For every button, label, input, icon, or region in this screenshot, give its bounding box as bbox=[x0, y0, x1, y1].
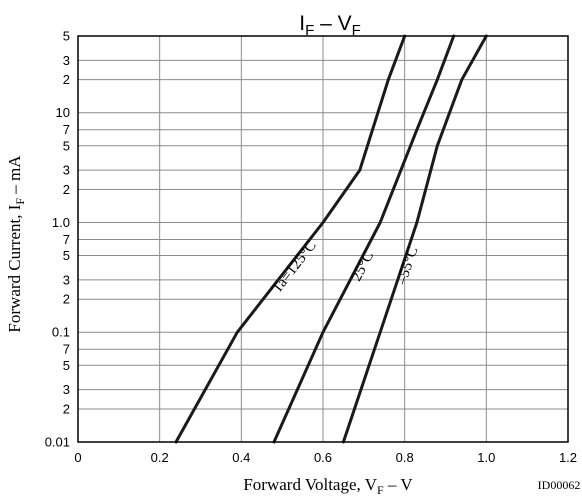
x-tick-label: 0.8 bbox=[396, 450, 414, 465]
y-tick-label: 3 bbox=[63, 272, 70, 287]
plot-border bbox=[77, 35, 569, 443]
x-tick-label: 0.4 bbox=[232, 450, 250, 465]
y-tick-label: 10 bbox=[56, 105, 70, 120]
series-label-1: 25°C bbox=[349, 249, 378, 284]
grid-lines bbox=[78, 36, 568, 442]
plot-frame bbox=[77, 35, 569, 443]
y-tick-label: 7 bbox=[63, 342, 70, 357]
x-tick-label: 0.2 bbox=[151, 450, 169, 465]
y-tick-label: 2 bbox=[63, 72, 70, 87]
y-axis-label: Forward Current, IF – mA bbox=[5, 155, 27, 333]
figure-id: ID00062 bbox=[538, 478, 581, 492]
y-tick-label: 5 bbox=[63, 138, 70, 153]
x-tick-label: 1.0 bbox=[477, 450, 495, 465]
x-tick-label: 1.2 bbox=[559, 450, 577, 465]
x-axis-label: Forward Voltage, VF – V bbox=[243, 475, 413, 497]
y-tick-label: 0.01 bbox=[45, 435, 70, 450]
x-tick-label: 0 bbox=[74, 450, 81, 465]
y-tick-label: 2 bbox=[63, 292, 70, 307]
x-tick-label: 0.6 bbox=[314, 450, 332, 465]
y-tick-label: 3 bbox=[63, 382, 70, 397]
series-line-1 bbox=[272, 34, 456, 444]
y-tick-label: 5 bbox=[63, 358, 70, 373]
y-tick-label: 2 bbox=[63, 401, 70, 416]
tick-labels: 0 0.2 0.4 0.6 0.8 1.0 1.20.0123570.123571.0235… bbox=[45, 29, 577, 466]
series-label-0: Ta=125°C bbox=[269, 238, 320, 297]
chart-title: IF – VF bbox=[299, 12, 361, 39]
y-tick-label: 5 bbox=[63, 29, 70, 44]
y-tick-label: 2 bbox=[63, 182, 70, 197]
y-tick-label: 7 bbox=[63, 122, 70, 137]
y-tick-label: 7 bbox=[63, 232, 70, 247]
series-line-0 bbox=[174, 34, 407, 444]
y-tick-label: 5 bbox=[63, 248, 70, 263]
series-line-2 bbox=[341, 34, 488, 444]
y-tick-label: 3 bbox=[63, 163, 70, 178]
y-tick-label: 1.0 bbox=[52, 215, 70, 230]
y-tick-label: 3 bbox=[63, 53, 70, 68]
y-tick-label: 0.1 bbox=[52, 325, 70, 340]
series-label-2: –55°C bbox=[394, 245, 422, 288]
